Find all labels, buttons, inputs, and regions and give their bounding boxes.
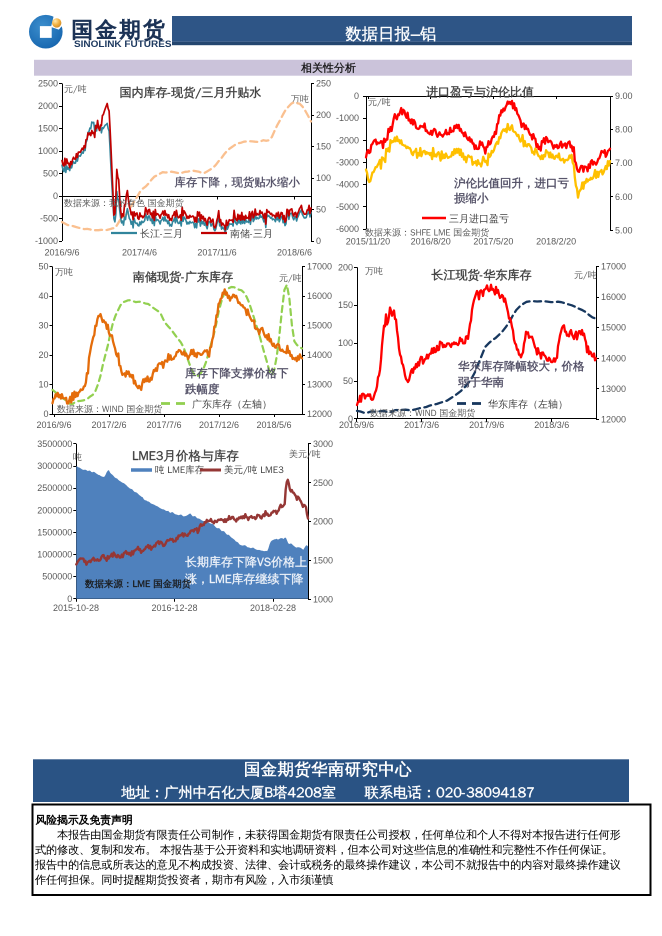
svg-text:2016/9/6: 2016/9/6 — [44, 248, 79, 258]
svg-text:3000: 3000 — [313, 439, 333, 449]
svg-text:50: 50 — [38, 262, 48, 272]
svg-text:2015-10-28: 2015-10-28 — [53, 603, 99, 613]
svg-text:1500000: 1500000 — [37, 527, 72, 537]
svg-text:250: 250 — [316, 79, 331, 89]
svg-text:12000: 12000 — [307, 409, 332, 419]
svg-text:2015/11/20: 2015/11/20 — [346, 237, 390, 247]
svg-text:14000: 14000 — [601, 353, 626, 363]
svg-text:50: 50 — [343, 376, 353, 386]
svg-text:200: 200 — [338, 262, 353, 272]
svg-text:-3000: -3000 — [336, 158, 359, 168]
svg-text:15000: 15000 — [601, 323, 626, 333]
svg-text:2017/7/6: 2017/7/6 — [146, 420, 181, 430]
svg-text:3500000: 3500000 — [37, 439, 72, 449]
svg-text:2000: 2000 — [313, 517, 333, 527]
svg-text:2016/9/6: 2016/9/6 — [339, 420, 374, 430]
svg-text:5.00: 5.00 — [615, 226, 633, 236]
svg-text:0: 0 — [53, 191, 58, 201]
svg-text:17000: 17000 — [307, 262, 332, 272]
svg-text:13000: 13000 — [307, 380, 332, 390]
svg-text:2017/2/6: 2017/2/6 — [91, 420, 126, 430]
svg-text:2016-12-28: 2016-12-28 — [151, 603, 197, 613]
svg-text:0: 0 — [354, 91, 359, 101]
svg-text:-6000: -6000 — [336, 224, 359, 234]
svg-text:10: 10 — [38, 380, 48, 390]
svg-text:1000: 1000 — [313, 594, 333, 604]
svg-text:13000: 13000 — [601, 384, 626, 394]
svg-text:2018/2/20: 2018/2/20 — [536, 237, 576, 247]
svg-text:1500: 1500 — [38, 124, 58, 134]
svg-text:100: 100 — [338, 338, 353, 348]
svg-text:0: 0 — [348, 414, 353, 424]
svg-text:-5000: -5000 — [336, 202, 359, 212]
svg-text:9.00: 9.00 — [615, 91, 633, 101]
svg-text:12000: 12000 — [601, 414, 626, 424]
svg-text:2017/9/6: 2017/9/6 — [469, 420, 504, 430]
svg-text:0: 0 — [316, 236, 321, 246]
svg-text:8.00: 8.00 — [615, 125, 633, 135]
svg-text:2017/5/20: 2017/5/20 — [473, 237, 513, 247]
svg-text:2016/9/6: 2016/9/6 — [36, 420, 71, 430]
svg-text:1500: 1500 — [313, 555, 333, 565]
svg-text:-1000: -1000 — [336, 113, 359, 123]
svg-text:2500: 2500 — [38, 79, 58, 89]
svg-text:2500: 2500 — [313, 478, 333, 488]
svg-text:40: 40 — [38, 291, 48, 301]
svg-text:17000: 17000 — [601, 262, 626, 272]
svg-text:500: 500 — [43, 169, 58, 179]
svg-text:-1000: -1000 — [35, 236, 58, 246]
svg-text:7.00: 7.00 — [615, 158, 633, 168]
svg-text:150: 150 — [316, 142, 331, 152]
svg-text:SINOLINK FUTURES: SINOLINK FUTURES — [74, 39, 172, 49]
svg-text:1000000: 1000000 — [37, 550, 72, 560]
svg-text:0: 0 — [43, 409, 48, 419]
svg-text:30: 30 — [38, 321, 48, 331]
svg-text:200: 200 — [316, 110, 331, 120]
svg-text:15000: 15000 — [307, 321, 332, 331]
svg-text:16000: 16000 — [601, 292, 626, 302]
svg-text:-2000: -2000 — [336, 135, 359, 145]
svg-text:2017/4/6: 2017/4/6 — [122, 248, 157, 258]
svg-text:-500: -500 — [40, 214, 58, 224]
svg-text:2018-02-28: 2018-02-28 — [250, 603, 296, 613]
svg-text:50: 50 — [316, 205, 326, 215]
svg-text:3000000: 3000000 — [37, 461, 72, 471]
svg-text:0: 0 — [67, 594, 72, 604]
svg-text:2017/3/6: 2017/3/6 — [404, 420, 439, 430]
svg-text:100: 100 — [316, 173, 331, 183]
svg-text:2000000: 2000000 — [37, 505, 72, 515]
svg-text:2000: 2000 — [38, 101, 58, 111]
svg-text:20: 20 — [38, 350, 48, 360]
svg-text:2500000: 2500000 — [37, 483, 72, 493]
svg-text:1000: 1000 — [38, 146, 58, 156]
svg-text:2018/3/6: 2018/3/6 — [534, 420, 569, 430]
svg-text:16000: 16000 — [307, 291, 332, 301]
svg-text:2017/11/6: 2017/11/6 — [197, 248, 236, 258]
svg-text:2017/12/6: 2017/12/6 — [199, 420, 239, 430]
svg-text:6.00: 6.00 — [615, 192, 633, 202]
svg-text:14000: 14000 — [307, 350, 332, 360]
svg-text:2018/5/6: 2018/5/6 — [256, 420, 291, 430]
svg-text:2018/6/6: 2018/6/6 — [277, 248, 312, 258]
svg-text:-4000: -4000 — [336, 180, 359, 190]
svg-text:150: 150 — [338, 300, 353, 310]
svg-text:2016/8/20: 2016/8/20 — [411, 237, 451, 247]
svg-text:500000: 500000 — [42, 572, 72, 582]
